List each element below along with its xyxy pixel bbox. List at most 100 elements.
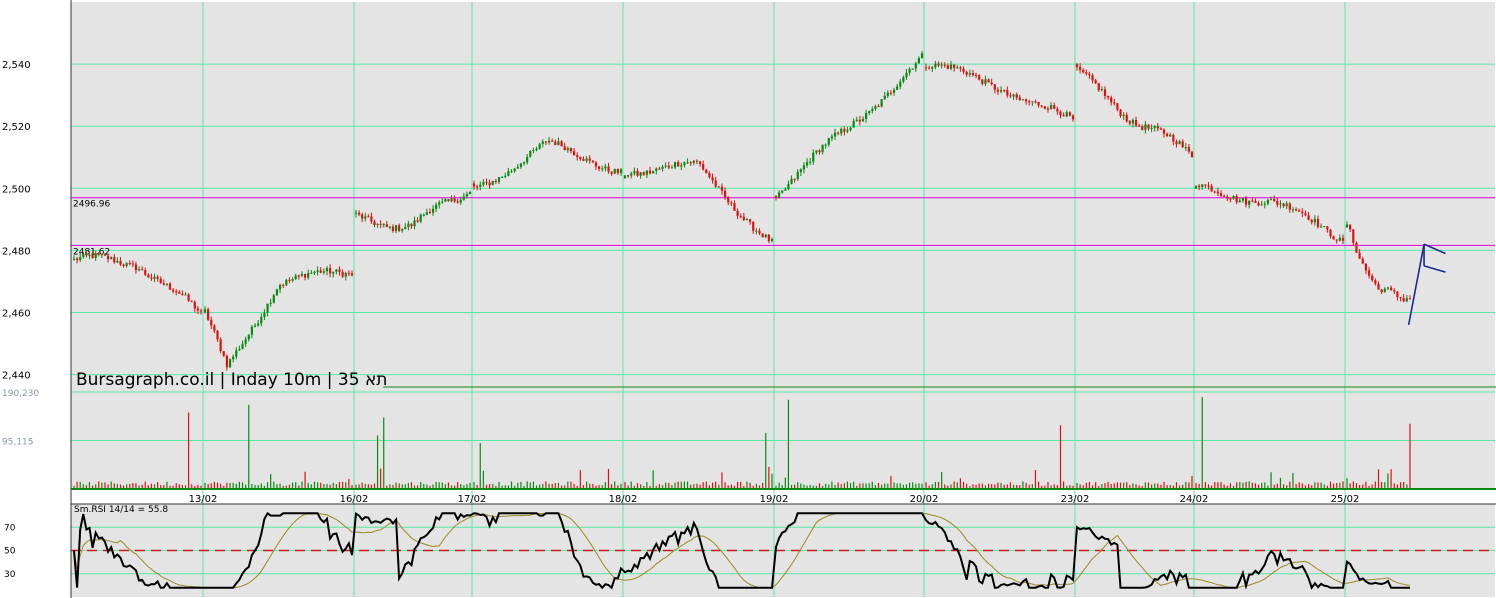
candle-body [1349,224,1352,230]
candle-body [739,215,742,217]
candle-body [999,90,1003,92]
candle-body [137,269,141,271]
candle-body [1159,128,1163,130]
candle-body [1138,125,1141,127]
candle-body [815,150,818,153]
reference-line-label: 2496.96 [73,200,110,210]
candle-body [278,284,282,290]
candle-body [610,171,613,174]
candle-body [821,144,824,153]
candle-body [1276,200,1279,205]
candle-body [1226,196,1229,199]
candle-body [1125,114,1128,122]
candle-body [1361,258,1364,264]
candle-body [837,132,840,134]
candle-body [827,138,830,145]
candle-body [616,168,619,174]
candle-body [522,162,526,164]
candle-body [431,208,435,213]
candle-body [1053,105,1056,109]
candle-body [388,226,391,228]
rsi-line [73,511,1410,590]
candle-body [588,158,591,161]
candle-body [1150,127,1153,129]
candle-body [1015,94,1018,98]
candle-body [1269,199,1273,201]
candle-body [770,238,774,242]
candle-body [1219,193,1223,196]
candle-body [407,223,410,227]
candle-body [338,269,341,273]
candle-body [787,184,790,190]
candle-body [419,214,422,222]
candle-body [1345,224,1349,228]
candle-body [1122,114,1125,116]
candle-body [472,183,476,187]
candle-body [899,81,902,87]
candle-body [849,127,852,131]
candle-body [727,197,730,203]
candle-body [203,309,207,312]
candle-body [501,177,504,179]
candle-body [72,258,76,260]
candle-body [905,72,908,78]
candle-body [767,234,770,242]
y-tick-label: 2,540 [2,60,31,71]
candle-body [225,355,228,368]
candle-body [886,92,889,96]
candle-body [526,156,529,163]
candle-body [781,190,784,193]
candle-body [569,147,573,152]
grid [71,2,1495,597]
candle-body [350,273,354,276]
candle-body [745,219,749,221]
candle-body [297,275,300,277]
candle-body [761,233,764,238]
candle-body [846,130,849,132]
candle-body [1018,97,1021,100]
candle-body [585,158,588,161]
candle-body [82,253,85,257]
candle-body [532,150,535,152]
candle-body [563,146,566,151]
candle-body [1194,185,1198,189]
candle-body [335,269,338,272]
candle-body [507,171,510,176]
candle-body [479,184,482,187]
candle-body [282,284,285,286]
rsi-title: Sm.RSI 14/14 = 55.8 [74,505,168,515]
candle-body [165,283,169,285]
candle-body [1254,201,1257,203]
candle-body [1210,186,1213,192]
candle-body [627,175,630,177]
candle-body [485,181,488,183]
candle-body [307,273,310,278]
trend-annotations [1407,243,1446,326]
candle-body [1323,226,1326,228]
candle-body [805,162,809,166]
candle-body [1266,199,1270,204]
candle-body [1367,270,1371,276]
candle-body [1326,226,1329,230]
candle-body [1106,95,1110,98]
candle-body [1059,111,1062,116]
candle-body [560,141,563,147]
candle-body [1147,124,1150,129]
candle-body [683,162,686,166]
candle-body [636,170,639,176]
candle-body [1082,69,1085,73]
candle-body [1316,218,1320,227]
candle-body [880,99,883,107]
candle-body [1377,283,1380,290]
candle-body [468,191,472,195]
candle-body [677,162,680,167]
candle-body [232,356,235,360]
candle-body [106,255,110,260]
x-tick-label: 17/02 [458,494,487,505]
candle-body [376,223,379,226]
candle-body [444,199,447,202]
candle-body [1310,219,1313,223]
candle-body [332,271,335,274]
candle-body [1383,288,1386,293]
candle-body [379,223,382,225]
